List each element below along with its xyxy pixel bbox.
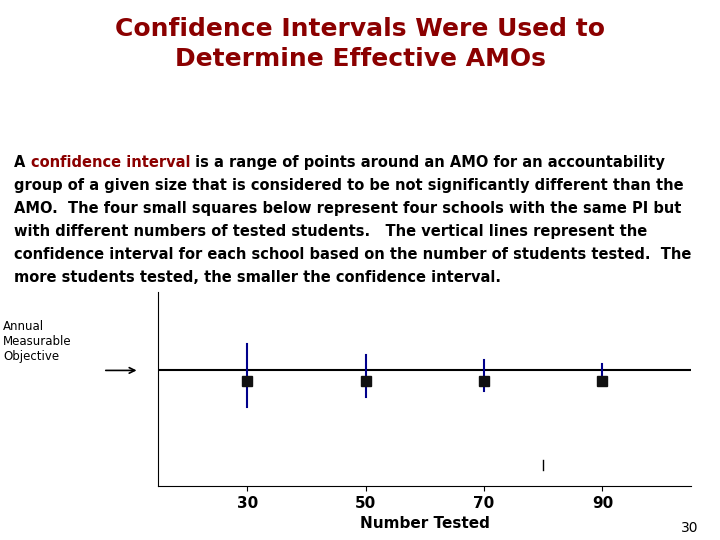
Text: A: A — [14, 156, 31, 171]
Text: more students tested, the smaller the confidence interval.: more students tested, the smaller the co… — [14, 270, 501, 285]
X-axis label: Number Tested: Number Tested — [360, 516, 490, 531]
Text: with different numbers of tested students.   The vertical lines represent the: with different numbers of tested student… — [14, 224, 648, 239]
Text: is a range of points around an AMO for an accountability: is a range of points around an AMO for a… — [190, 156, 665, 171]
Text: group of a given size that is considered to be not significantly different than : group of a given size that is considered… — [14, 178, 684, 193]
Text: confidence interval: confidence interval — [31, 156, 190, 171]
Text: AMO.  The four small squares below represent four schools with the same PI but: AMO. The four small squares below repres… — [14, 201, 682, 216]
Text: Annual
Measurable
Objective: Annual Measurable Objective — [3, 320, 72, 363]
Text: 30: 30 — [681, 521, 698, 535]
Text: Confidence Intervals Were Used to
Determine Effective AMOs: Confidence Intervals Were Used to Determ… — [115, 17, 605, 71]
Text: confidence interval for each school based on the number of students tested.  The: confidence interval for each school base… — [14, 247, 692, 262]
